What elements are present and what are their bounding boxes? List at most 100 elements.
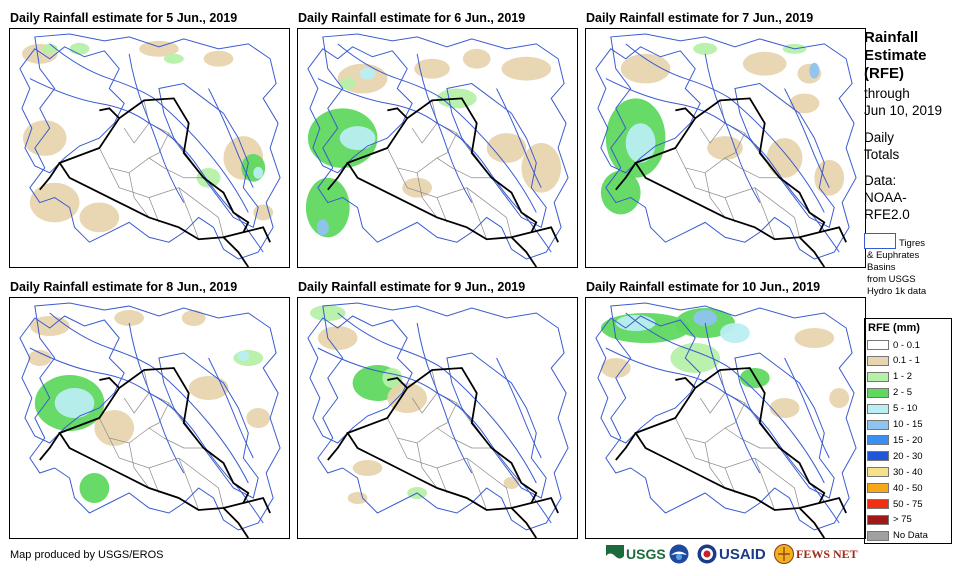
border-line (222, 236, 250, 267)
rainfall-map (19, 33, 281, 267)
rainfall-patch (615, 315, 656, 331)
basin-outline (446, 83, 547, 229)
usgs-wave-icon (606, 545, 624, 563)
basin-outline (19, 46, 125, 174)
legend-data-label: Data: (864, 173, 897, 188)
admin-boundary (143, 369, 185, 424)
rfe-class-swatch (867, 435, 889, 446)
rainfall-patch (670, 343, 721, 373)
rainfall-patch (794, 328, 835, 348)
rainfall-patch (742, 51, 787, 76)
basin-outline (158, 352, 259, 499)
river-line (605, 347, 840, 524)
rfe-class-4: 5 - 10 (867, 403, 917, 415)
rfe-class-label: 10 - 15 (893, 419, 923, 430)
river-line (29, 78, 264, 253)
rainfall-map (307, 302, 569, 538)
rainfall-map (305, 33, 569, 267)
rainfall-patch (181, 310, 206, 326)
rainfall-patch (620, 53, 671, 84)
rfe-class-label: No Data (893, 530, 928, 542)
rfe-class-label: 2 - 5 (893, 387, 913, 399)
rfe-class-1: 0.1 - 1 (867, 355, 920, 367)
rainfall-patch (163, 53, 184, 64)
rfe-legend-title: RFE (mm) (868, 322, 920, 334)
admin-boundary (178, 457, 199, 511)
border-line (243, 496, 271, 514)
rainfall-patch (789, 93, 820, 114)
rainfall-patch (29, 182, 80, 223)
admin-boundary (699, 123, 726, 144)
basin-outline (595, 315, 701, 444)
basin-outline (446, 352, 547, 499)
rfe-class-swatch (867, 371, 889, 382)
river-line (496, 88, 542, 188)
rfe-class-label: 1 - 2 (893, 371, 913, 383)
admin-boundary (719, 369, 761, 424)
basin-outline (734, 83, 835, 229)
rainfall-patches (27, 310, 271, 503)
border-line (819, 226, 847, 243)
country-border (615, 97, 847, 267)
basin-outline (307, 46, 413, 174)
panel-title-3: Daily Rainfall estimate for 7 Jun., 2019 (586, 11, 814, 25)
river-line (49, 312, 249, 484)
admin-boundary (704, 442, 726, 489)
rainfall-map (19, 302, 281, 538)
rainfall-patch (316, 219, 329, 236)
rainfall-patch (414, 58, 450, 79)
map-panel-6 (585, 297, 866, 539)
admin-boundary (436, 467, 448, 494)
rainfall-patch (114, 310, 145, 326)
admin-boundary (436, 132, 458, 159)
admin-boundary (466, 457, 487, 511)
river-line (337, 312, 537, 484)
usaid-logo: USAID (697, 544, 766, 564)
rainfall-patch (339, 126, 376, 150)
admin-boundary (411, 123, 438, 144)
rainfall-patch (521, 143, 562, 193)
rainfall-patch (317, 326, 358, 350)
rfe-class-swatch (867, 514, 889, 525)
admin-boundary (431, 100, 473, 154)
border-line (634, 367, 826, 511)
basin-legend-line-3: Basins (867, 262, 896, 273)
admin-boundary (148, 197, 160, 223)
basin-outlines (307, 33, 569, 260)
admin-boundary (774, 202, 800, 238)
basin-legend-line-2: & Euphrates (867, 250, 920, 261)
rainfall-patches (309, 305, 520, 504)
admin-boundary (198, 472, 224, 509)
rainfall-patch (305, 177, 350, 238)
rainfall-patch (769, 398, 800, 418)
rfe-class-swatch (867, 499, 889, 509)
country-border (615, 367, 847, 538)
border-line (99, 377, 120, 389)
basin-outlines (307, 302, 569, 531)
basin-outline (605, 33, 857, 260)
rainfall-patches (600, 42, 845, 215)
admin-boundary (719, 100, 761, 154)
rainfall-patch (309, 305, 346, 321)
admin-boundary (699, 392, 726, 414)
rainfall-patch (347, 492, 368, 504)
rainfall-patch (402, 177, 433, 198)
rfe-class-label: 30 - 40 (893, 466, 923, 478)
rfe-legend: RFE (mm) 0 - 0.1 0.1 - 1 1 - 2 2 - 5 5 - 10 1… (864, 318, 952, 544)
rainfall-patch (79, 202, 120, 233)
admin-boundary (436, 197, 448, 223)
border-line (387, 377, 408, 389)
admin-boundary (486, 472, 512, 509)
admin-boundary (724, 402, 746, 429)
basin-outline (595, 46, 701, 174)
admin-boundary (431, 369, 473, 424)
admin-boundary (148, 467, 160, 494)
rfe-class-10: 50 - 75 (867, 498, 923, 510)
admin-boundary (108, 167, 199, 203)
map-panel-3 (585, 28, 866, 268)
admin-boundary (198, 202, 224, 238)
admin-boundary (684, 437, 775, 474)
legend-through-date: Jun 10, 2019 (864, 103, 943, 118)
usaid-seal-icon (697, 544, 717, 564)
rainfall-patch (829, 388, 850, 408)
